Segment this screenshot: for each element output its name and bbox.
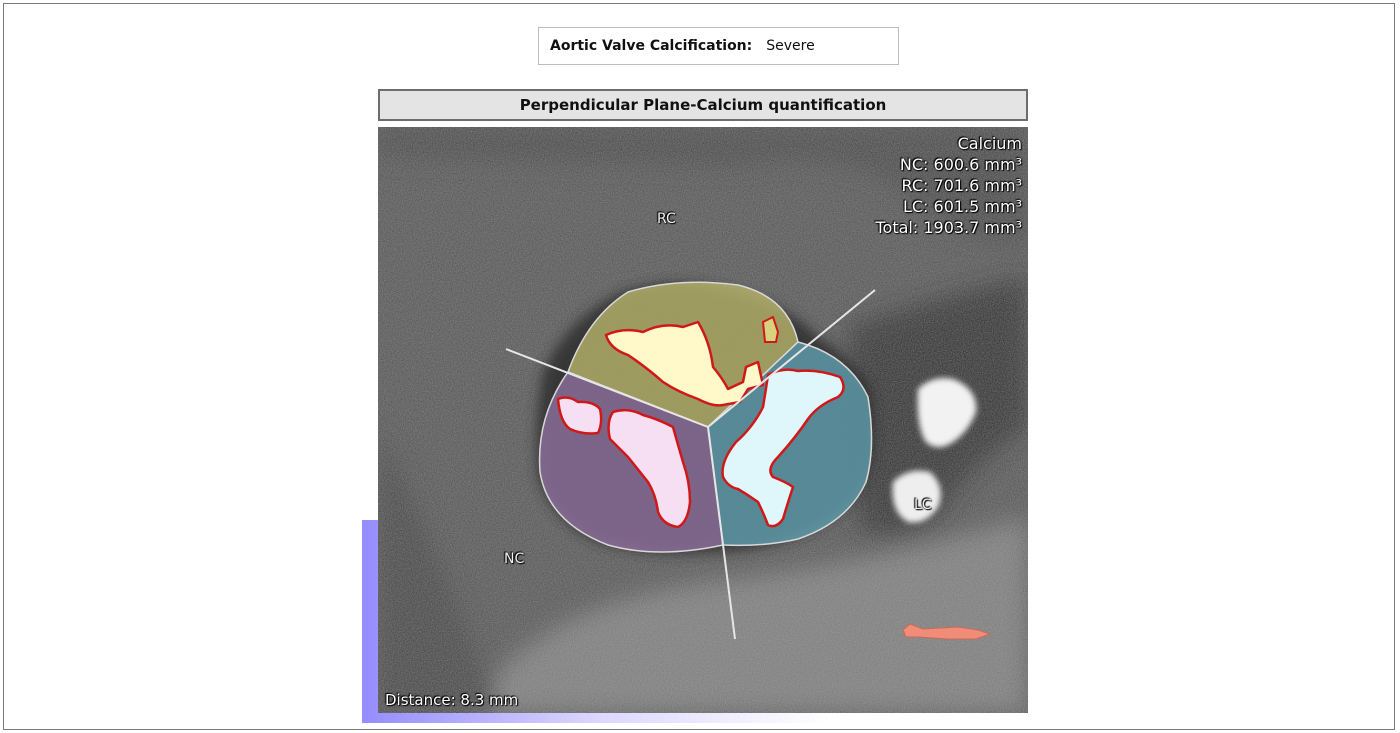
calcium-readout: Calcium NC: 600.6 mm³ RC: 701.6 mm³ LC: … [876, 133, 1023, 238]
severity-label: Aortic Valve Calcification: [550, 38, 753, 54]
readout-rc: RC: 701.6 mm³ [901, 176, 1022, 195]
lc-label: LC [914, 497, 932, 513]
calcification-severity-box: Aortic Valve Calcification: Severe [538, 27, 899, 65]
readout-nc: NC: 600.6 mm³ [899, 155, 1022, 174]
nc-label: NC [504, 551, 525, 567]
rc-calcium [604, 320, 765, 407]
readout-lc: LC: 601.5 mm³ [902, 197, 1022, 216]
ct-image [378, 127, 1028, 713]
panel-title: Perpendicular Plane-Calcium quantificati… [378, 89, 1028, 121]
nc-calcium-1 [556, 396, 603, 435]
rc-label: RC [657, 211, 676, 227]
coronary-calcium [892, 378, 977, 523]
lc-calcium [721, 368, 845, 528]
distance-marker [902, 623, 992, 640]
commissure-lines [505, 289, 876, 640]
rc-calcium-small [761, 315, 780, 343]
nc-calcium-2 [607, 408, 692, 529]
severity-value: Severe [766, 38, 815, 54]
distance-readout: Distance: 8.3 mm [385, 691, 519, 709]
readout-total: Total: 1903.7 mm³ [875, 218, 1023, 237]
ct-viewport[interactable]: Calcium NC: 600.6 mm³ RC: 701.6 mm³ LC: … [378, 127, 1028, 713]
readout-title: Calcium [957, 134, 1022, 153]
